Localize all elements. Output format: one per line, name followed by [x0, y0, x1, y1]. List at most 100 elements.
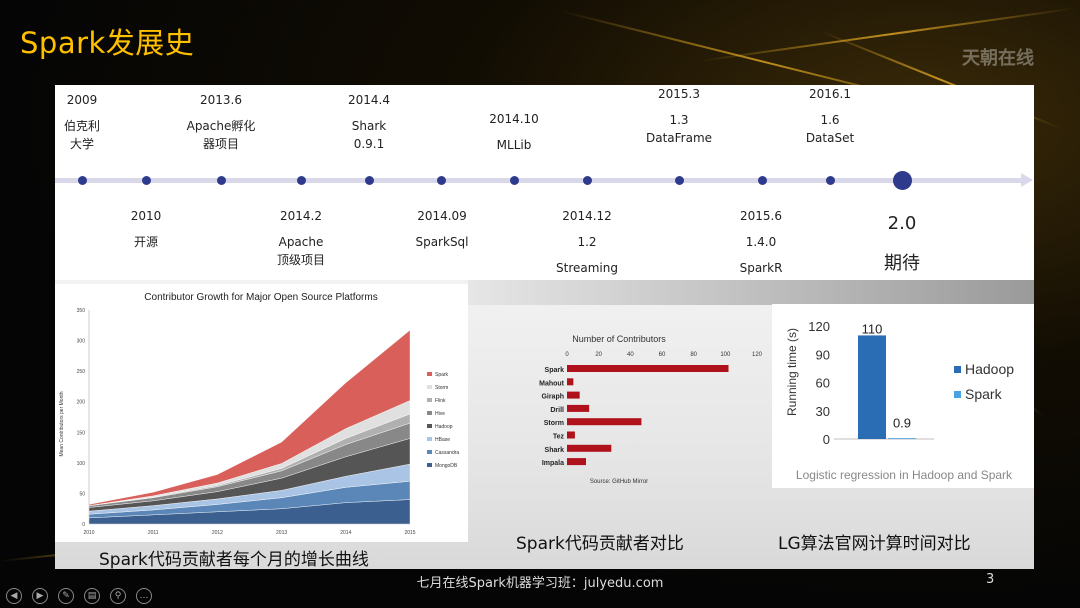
chart-plot: 0 20 40 60 80 100 120 Spark Mahout Giraph Drill Sto… — [539, 352, 763, 467]
x-tick-label: 2011 — [148, 530, 159, 536]
bar-tez — [567, 431, 575, 439]
event-line2: DataFrame — [645, 131, 713, 145]
y-tick-label: 200 — [77, 400, 86, 406]
timeline-event-2014-12: 2014.12 1.2 Streaming — [542, 207, 632, 277]
bar-value-label: 110 — [862, 321, 883, 336]
event-line1: Apache — [278, 235, 324, 249]
prev-slide-icon[interactable]: ◀ — [6, 588, 22, 604]
x-tick-label: 2014 — [340, 530, 351, 536]
event-line1: 1.6 — [820, 113, 840, 127]
category-label: Storm — [544, 420, 564, 427]
y-tick-label: 100 — [77, 461, 86, 467]
y-tick-label: 150 — [77, 430, 86, 436]
y-tick-label: 90 — [816, 347, 830, 362]
page-number: 3 — [986, 572, 995, 587]
event-date: 2014.4 — [348, 93, 390, 107]
event-line1: Shark — [351, 119, 387, 133]
event-line2: 大学 — [69, 137, 94, 151]
timeline-dot-future — [893, 171, 912, 190]
x-tick-label: 80 — [690, 352, 697, 358]
x-tick-label: 120 — [752, 352, 763, 358]
y-tick-label: 350 — [77, 308, 86, 314]
event-date: 2.0 — [887, 213, 917, 234]
category-label: Drill — [550, 407, 564, 414]
chart-source: Source: GitHub Mirror — [590, 479, 648, 485]
timeline-event-2010: 2010 开源 — [101, 207, 191, 251]
next-slide-icon[interactable]: ▶ — [32, 588, 48, 604]
chart-plot: 0 50 100 150 200 250 300 350 2010 2011 2012 2013 201… — [77, 308, 416, 536]
caption-area-chart: Spark代码贡献者每个月的增长曲线 — [99, 550, 369, 570]
chart-ylabel: Mean Contributors per Month — [59, 391, 65, 456]
legend-label: HBase — [435, 437, 450, 443]
caption-lr-chart: LG算法官网计算时间对比 — [778, 534, 971, 554]
slides-icon[interactable]: ▤ — [84, 588, 100, 604]
chart-title: Contributor Growth for Major Open Source… — [144, 292, 377, 303]
event-line1: SparkSql — [415, 235, 469, 249]
zoom-icon[interactable]: ⚲ — [110, 588, 126, 604]
legend-swatch — [427, 424, 432, 428]
caption-bar-chart: Spark代码贡献者对比 — [516, 534, 684, 554]
event-line1: Apache孵化 — [186, 119, 256, 133]
category-label: Spark — [545, 367, 565, 374]
legend-label: Spark — [435, 372, 449, 378]
event-line1: 开源 — [133, 235, 158, 249]
timeline-event-2014-09: 2014.09 SparkSql — [397, 207, 487, 251]
timeline-arrow — [1021, 173, 1033, 187]
area-chart: Contributor Growth for Major Open Source… — [55, 284, 468, 542]
brand-watermark: 天朝在线 — [962, 48, 1034, 69]
category-label: Giraph — [541, 394, 564, 401]
timeline-dot — [826, 176, 835, 185]
legend-swatch — [954, 391, 961, 398]
timeline: 2009 伯克利 大学 2013.6 Apache孵化 器项目 2014.4 S… — [55, 85, 1034, 280]
legend-swatch — [954, 366, 961, 373]
y-tick-label: 300 — [77, 339, 86, 345]
timeline-event-2013-6: 2013.6 Apache孵化 器项目 — [176, 91, 266, 153]
event-line1: 伯克利 — [63, 119, 100, 133]
x-tick-label: 40 — [627, 352, 634, 358]
bar-impala — [567, 458, 586, 466]
bar-spark — [888, 438, 916, 439]
event-line2: 顶级项目 — [276, 253, 325, 267]
legend-swatch — [427, 385, 432, 389]
bar-hadoop — [858, 335, 886, 439]
legend-swatch — [427, 437, 432, 441]
event-date: 2014.10 — [489, 112, 539, 126]
x-tick-label: 2013 — [276, 530, 287, 536]
y-tick-label: 0 — [823, 432, 830, 447]
bar-shark — [567, 444, 612, 452]
event-date: 2016.1 — [809, 87, 851, 101]
x-tick-label: 100 — [720, 352, 731, 358]
chart-title: Number of Contributors — [572, 334, 666, 344]
category-label: Impala — [542, 460, 564, 467]
chart-plot: 0 30 60 90 120 110 0.9 Hadoop Spark — [808, 319, 1014, 447]
y-tick-label: 120 — [808, 319, 830, 334]
timeline-dot — [297, 176, 306, 185]
legend-label: Storm — [435, 385, 448, 391]
event-line1: MLLib — [496, 138, 532, 152]
timeline-dot — [583, 176, 592, 185]
event-date: 2014.12 — [562, 209, 612, 223]
timeline-dot — [510, 176, 519, 185]
legend-swatch — [427, 372, 432, 376]
legend-label: Spark — [965, 386, 1003, 402]
timeline-event-2009: 2009 伯克利 大学 — [37, 91, 127, 153]
timeline-event-2015-6: 2015.6 1.4.0 SparkR — [716, 207, 806, 277]
event-date: 2015.3 — [658, 87, 700, 101]
contributors-bar-chart: Number of Contributors 0 20 40 60 80 100 120 Sp… — [539, 334, 763, 485]
event-date: 2014.2 — [280, 209, 322, 223]
event-line1: 1.3 — [669, 113, 689, 127]
slide-title: Spark发展史 — [20, 26, 195, 60]
bar-giraph — [567, 391, 580, 399]
timeline-dot — [78, 176, 87, 185]
legend-label: Flink — [435, 398, 446, 404]
y-tick-label: 0 — [82, 522, 85, 528]
timeline-dot — [217, 176, 226, 185]
chart-legend: Spark Storm Flink Hive Hadoop HBase Cassandra M… — [427, 372, 459, 469]
pen-icon[interactable]: ✎ — [58, 588, 74, 604]
event-line1: 1.4.0 — [745, 235, 777, 249]
legend-label: Hadoop — [965, 361, 1014, 377]
legend-swatch — [427, 398, 432, 402]
bar-spark — [567, 365, 729, 372]
legend-swatch — [427, 463, 432, 467]
more-icon[interactable]: … — [136, 588, 152, 604]
